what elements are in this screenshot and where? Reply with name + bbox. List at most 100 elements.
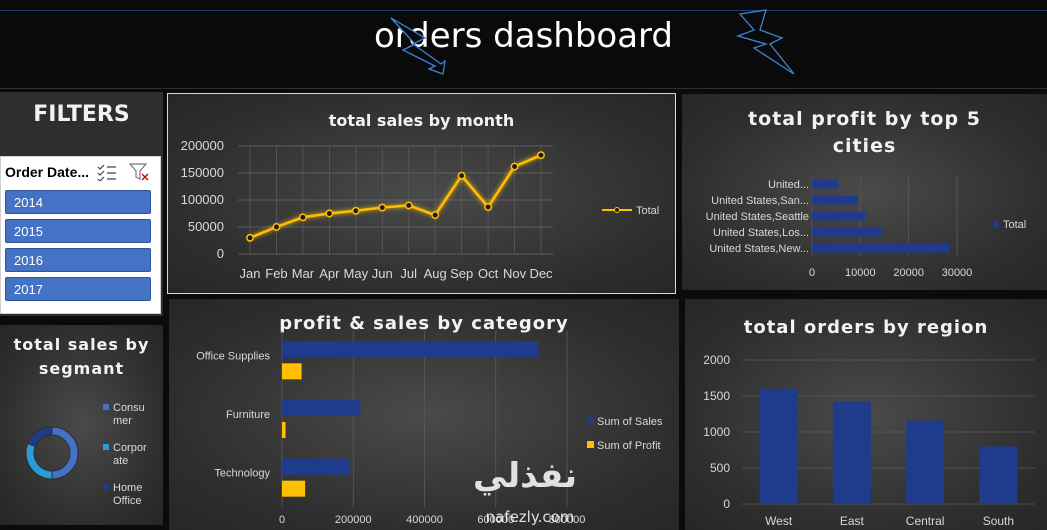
region-bar [759,388,798,504]
donut-slice [25,442,53,480]
legend-label: Consu [113,402,145,414]
data-point [484,203,493,211]
data-point [510,162,519,171]
x-tick-label: Jun [372,266,393,281]
y-tick-label: 1500 [703,389,730,403]
city-label: United States,Los... [713,227,809,239]
page-title: orders dashboard [373,16,674,56]
slicer-option-2017[interactable]: 2017 [5,277,151,301]
donut-slice [51,426,79,480]
data-point [378,203,387,212]
region-bar [979,446,1018,504]
legend-label: ate [113,455,128,467]
data-point [404,201,413,210]
y-tick-label: 0 [217,246,224,261]
y-tick-label: 1000 [703,425,730,439]
city-label: United... [768,179,809,191]
header-divider [0,10,1047,11]
city-bar [812,227,883,237]
city-label: United States,New... [709,243,809,255]
profit-sales-category-title: profit & sales by category [279,313,569,334]
x-tick-label: 30000 [942,267,973,279]
data-point [325,209,334,218]
city-bar [812,179,839,189]
data-point [537,151,545,160]
y-tick-label: 500 [710,461,730,475]
slicer-option-2014[interactable]: 2014 [5,190,151,214]
legend-label: Sum of Sales [597,416,663,428]
profit-sales-category-panel: profit & sales by category 0 200000 400000… [169,299,679,530]
category-label: Furniture [226,409,270,421]
filters-title: FILTERS [33,102,130,127]
data-point [351,206,360,215]
sales-by-month-title: total sales by month [328,111,515,130]
region-bar [832,401,871,504]
year-slicer: Order Date... 2014 2015 2016 2017 [0,156,161,314]
lightning-icon-left [390,17,446,75]
x-tick-label: May [344,266,369,281]
data-point [246,233,254,242]
x-tick-label: Jan [240,266,261,281]
profit-sales-category-chart: 0 200000 400000 600000 800000 Office Supplies… [196,331,663,526]
data-point [457,171,466,180]
y-tick-label: 150000 [181,165,224,180]
watermark-url: nafezly.com [485,508,575,526]
profit-by-cities-title: total profit by top 5 cities [748,108,981,157]
city-bar [812,211,866,221]
x-tick-label: South [983,514,1014,528]
x-tick-label: Feb [265,266,287,281]
y-tick-label: 2000 [703,353,730,367]
dashboard-header [0,0,1047,89]
sales-bar [282,341,539,358]
region-bar [906,420,945,504]
x-tick-label: 800000 [549,514,586,526]
city-label: United States,Seattle [706,211,809,223]
x-tick-label: 400000 [406,514,443,526]
x-tick-label: 10000 [845,267,876,279]
city-bar [812,195,858,205]
legend-label: Sum of Profit [597,440,661,452]
multi-select-icon[interactable] [96,163,118,181]
x-tick-label: Aug [424,266,447,281]
legend-label: Home [113,482,142,494]
watermark-logo: نفذلي [472,456,578,496]
profit-bar [282,480,306,497]
x-tick-label: Apr [319,266,340,281]
legend-label: Total [636,205,659,217]
data-point [272,223,281,231]
sales-by-segment-panel: total sales by segmant Consu mer Corpor ate… [0,325,163,525]
orders-by-region-chart: 0 500 1000 1500 2000 West East Central South [703,353,1035,528]
x-tick-label: Dec [529,266,553,281]
legend-label: Total [1003,219,1026,231]
y-tick-label: 50000 [188,219,224,234]
slicer-option-2015[interactable]: 2015 [5,219,151,243]
series-line-total [249,154,542,239]
y-tick-label: 0 [723,497,730,511]
slicer-option-2016[interactable]: 2016 [5,248,151,272]
x-tick-label: Oct [478,266,499,281]
x-tick-label: Central [906,514,945,528]
x-tick-label: 20000 [893,267,924,279]
x-tick-label: 0 [279,514,285,526]
orders-by-region-title: total orders by region [743,317,989,338]
data-point [298,213,307,222]
profit-bar [282,363,302,380]
y-tick-label: 200000 [181,138,224,153]
category-label: Technology [214,468,270,480]
x-tick-label: East [840,514,865,528]
x-tick-label: 600000 [477,514,514,526]
legend-swatch [587,441,594,448]
sales-bar [282,400,361,416]
city-label: United States,San... [711,195,809,207]
lightning-icon-right [735,9,795,75]
legend-swatch [103,484,109,490]
clear-filter-icon[interactable] [129,162,151,182]
legend-label: mer [113,415,132,427]
sales-by-month-panel: total sales by month 0 50000 100000 150000 2… [167,93,676,294]
legend-label: Corpor [113,442,147,454]
legend-swatch [587,417,594,424]
city-bar [812,243,950,253]
orders-by-region-panel: total orders by region 0 500 1000 1500 2000 W… [685,299,1047,530]
legend-swatch [993,221,999,227]
